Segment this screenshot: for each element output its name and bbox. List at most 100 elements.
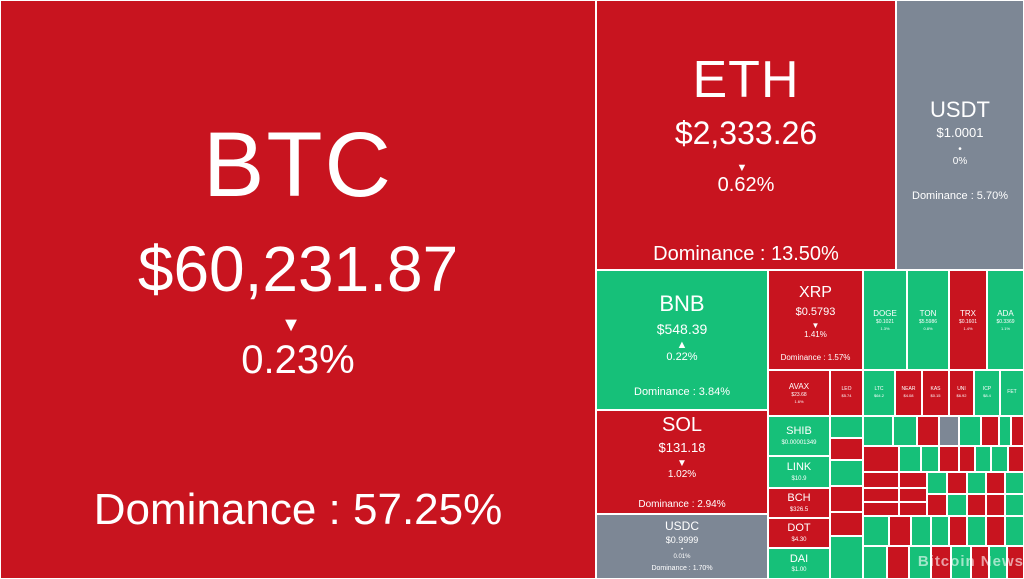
tile-small-coin[interactable] <box>887 546 909 579</box>
tile-xrp[interactable]: XRP $0.5793 ▼ 1.41% Dominance : 1.57% <box>768 270 863 370</box>
tile-usdc[interactable]: USDC $0.9999 • 0.01% Dominance : 1.70% <box>596 514 768 579</box>
tile-small-coin[interactable] <box>959 446 975 472</box>
dominance: Dominance : 1.70% <box>651 565 713 573</box>
tile-small-coin[interactable] <box>986 494 1005 516</box>
tile-leo[interactable]: LEO $5.74 <box>830 370 863 416</box>
tile-bch[interactable]: BCH $326.5 <box>768 488 830 518</box>
tile-small-coin[interactable] <box>863 488 899 502</box>
symbol: BCH <box>787 492 811 505</box>
tile-small-coin[interactable] <box>863 416 893 446</box>
tile-fet[interactable]: FET <box>1000 370 1024 416</box>
tile-small-coin[interactable] <box>947 472 967 494</box>
tile-small-coin[interactable] <box>967 494 986 516</box>
tile-small-coin[interactable] <box>863 502 899 516</box>
tile-small-coin[interactable] <box>899 446 921 472</box>
tile-small-coin[interactable] <box>991 446 1008 472</box>
symbol: DOT <box>787 522 811 535</box>
price: $6.92 <box>956 393 967 399</box>
dominance: Dominance : 2.94% <box>638 498 726 510</box>
tile-doge[interactable]: DOGE $0.1021 1.3% <box>863 270 907 370</box>
tile-small-coin[interactable] <box>967 516 986 546</box>
tile-dot[interactable]: DOT $4.30 <box>768 518 830 548</box>
tile-dai[interactable]: DAI $1.00 <box>768 548 830 579</box>
tile-small-coin[interactable] <box>927 472 947 494</box>
tile-small-coin[interactable] <box>927 494 947 516</box>
tile-small-coin[interactable] <box>830 536 863 579</box>
tile-shib[interactable]: SHIB $0.00001349 <box>768 416 830 456</box>
tile-kas[interactable]: KAS $0.15 <box>922 370 949 416</box>
tile-small-coin[interactable] <box>959 416 981 446</box>
tile-trx[interactable]: TRX $0.1601 1.4% <box>949 270 987 370</box>
tile-small-coin[interactable] <box>986 516 1005 546</box>
tile-small-coin[interactable] <box>911 516 931 546</box>
price: $1.00 <box>791 567 807 574</box>
tile-small-coin[interactable] <box>1008 446 1024 472</box>
tile-small-coin[interactable] <box>967 472 986 494</box>
tile-small-coin[interactable] <box>971 546 989 579</box>
tile-avax[interactable]: AVAX $23.68 1.6% <box>768 370 830 416</box>
tile-small-coin[interactable] <box>1011 416 1024 446</box>
symbol: ADA <box>997 308 1014 318</box>
change-value: 0.22% <box>666 351 698 364</box>
tile-small-coin[interactable] <box>986 472 1005 494</box>
dot-icon: • <box>680 546 684 553</box>
tile-small-coin[interactable] <box>989 546 1007 579</box>
symbol: USDT <box>930 97 990 122</box>
tile-small-coin[interactable] <box>931 546 951 579</box>
tile-small-coin[interactable] <box>981 416 999 446</box>
tile-small-coin[interactable] <box>947 494 967 516</box>
tile-small-coin[interactable] <box>1005 494 1024 516</box>
tile-small-coin[interactable] <box>949 516 967 546</box>
tile-usdt[interactable]: USDT $1.0001 • 0% Dominance : 5.70% <box>896 0 1024 270</box>
change: • 0% <box>953 144 967 167</box>
tile-small-coin[interactable] <box>830 512 863 536</box>
tile-small-coin[interactable] <box>899 502 927 516</box>
dot-icon: • <box>958 144 962 156</box>
tile-ada[interactable]: ADA $0.3369 1.1% <box>987 270 1024 370</box>
tile-small-coin[interactable] <box>899 472 927 488</box>
tile-small-coin[interactable] <box>863 546 887 579</box>
tile-small-coin[interactable] <box>863 446 899 472</box>
tile-link[interactable]: LINK $10.9 <box>768 456 830 488</box>
change: ▼ 0.23% <box>241 314 354 383</box>
tile-near[interactable]: NEAR $4.08 <box>895 370 922 416</box>
tile-small-coin[interactable] <box>999 416 1011 446</box>
price: $548.39 <box>656 320 708 337</box>
tile-small-coin[interactable] <box>1005 516 1024 546</box>
tile-eth[interactable]: ETH $2,333.26 ▼ 0.62% Dominance : 13.50% <box>596 0 896 270</box>
tile-small-coin[interactable] <box>830 438 863 460</box>
tile-ltc[interactable]: LTC $64.2 <box>863 370 895 416</box>
tile-small-coin[interactable] <box>1005 472 1024 494</box>
tile-sol[interactable]: SOL $131.18 ▼ 1.02% Dominance : 2.94% <box>596 410 768 514</box>
tile-icp[interactable]: ICP $8.4 <box>974 370 1000 416</box>
tile-btc[interactable]: BTC $60,231.87 ▼ 0.23% Dominance : 57.25% <box>0 0 596 579</box>
tile-small-coin[interactable] <box>830 486 863 512</box>
tile-bnb[interactable]: BNB $548.39 ▲ 0.22% Dominance : 3.84% <box>596 270 768 410</box>
price: $0.00001349 <box>781 439 817 446</box>
tile-small-coin[interactable] <box>975 446 991 472</box>
symbol: BNB <box>659 291 705 317</box>
price: $4.08 <box>903 393 914 399</box>
tile-small-coin[interactable] <box>939 416 959 446</box>
tile-small-coin[interactable] <box>917 416 939 446</box>
tile-small-coin[interactable] <box>951 546 971 579</box>
tile-small-coin[interactable] <box>863 472 899 488</box>
tile-small-coin[interactable] <box>899 488 927 502</box>
tile-small-coin[interactable] <box>1007 546 1024 579</box>
tile-ton[interactable]: TON $5.5986 0.8% <box>907 270 949 370</box>
tile-small-coin[interactable] <box>893 416 917 446</box>
tile-small-coin[interactable] <box>939 446 959 472</box>
tile-small-coin[interactable] <box>830 460 863 486</box>
change-value: 0.62% <box>717 174 775 197</box>
change-value: 0% <box>952 155 968 167</box>
tile-small-coin[interactable] <box>921 446 939 472</box>
tile-small-coin[interactable] <box>909 546 931 579</box>
tile-small-coin[interactable] <box>830 416 863 438</box>
change: 1.1% <box>1000 325 1011 331</box>
tile-small-coin[interactable] <box>931 516 949 546</box>
price: $2,333.26 <box>674 114 818 151</box>
tile-small-coin[interactable] <box>889 516 911 546</box>
tile-small-coin[interactable] <box>863 516 889 546</box>
change: ▲ 0.22% <box>666 339 697 364</box>
tile-uni[interactable]: UNI $6.92 <box>949 370 974 416</box>
